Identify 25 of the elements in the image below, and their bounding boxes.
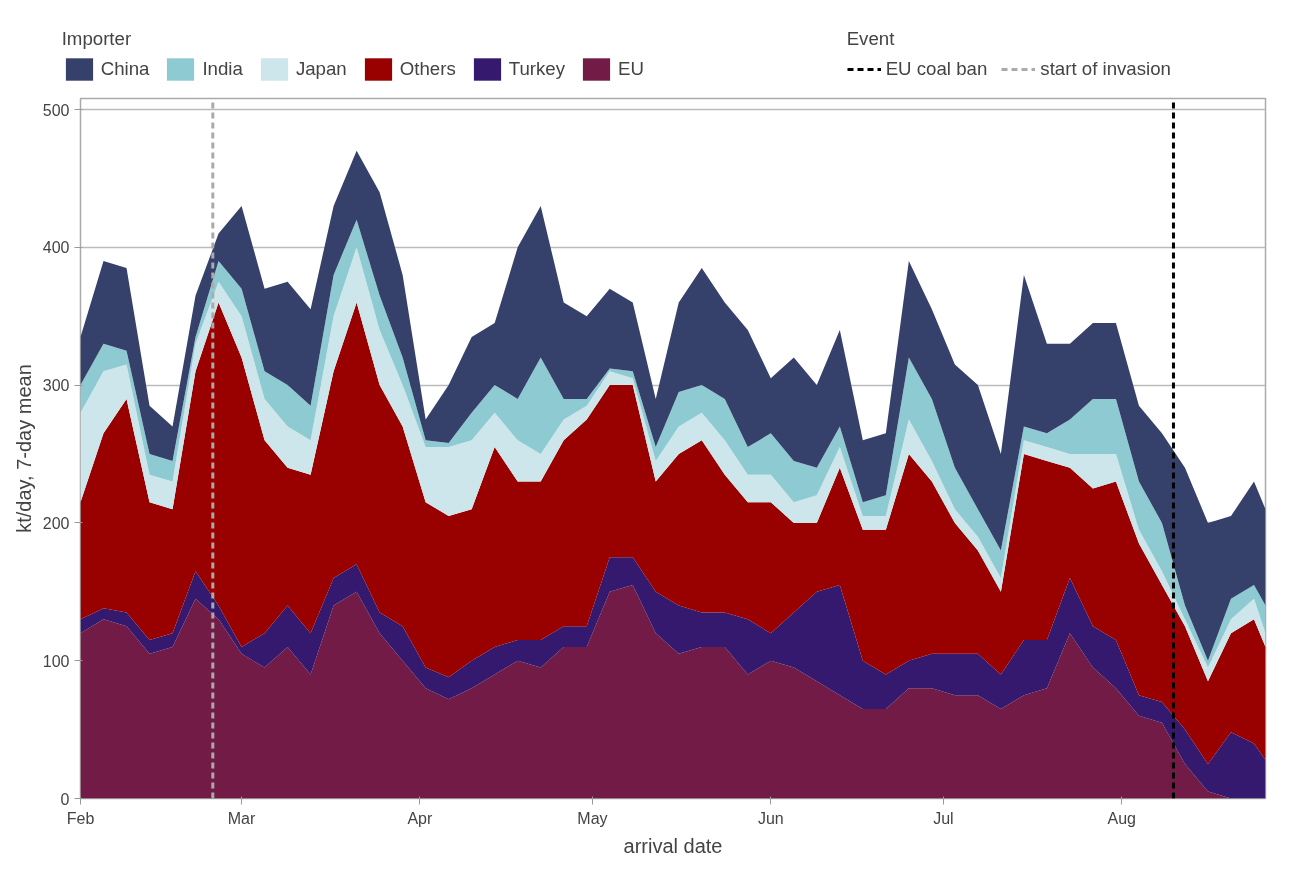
y-tick-label: 100 [42,652,70,670]
legend-label: Others [399,58,456,80]
x-tick-label: Mar [227,809,257,827]
text: Event [846,28,896,50]
x-tick-label: May [577,809,608,827]
legend-label: Japan [295,58,347,80]
legend-label: EU [618,58,644,80]
x-tick-label: Jun [757,809,784,827]
legend-title: Importer [61,28,133,50]
legend-label: start of invasion [1040,58,1171,80]
legend-label: China [100,58,150,80]
y-tick-label: 500 [42,101,70,119]
legend-label: EU coal ban [885,58,988,80]
x-tick-label: Feb [66,809,95,827]
y-axis-title: kt/day, 7-day mean [12,364,35,533]
x-tick-label: Aug [1107,809,1136,827]
y-tick-label: 300 [42,377,70,395]
y-tick-label: 0 [60,790,70,808]
y-tick-label: 200 [42,514,70,532]
legend-label: Turkey [508,58,566,80]
y-tick-label: 400 [42,239,70,257]
x-axis-title: arrival date [623,834,723,857]
x-tick-label: Jul [933,809,954,827]
x-tick-label: Apr [407,809,434,827]
legend-label: India [202,58,243,80]
